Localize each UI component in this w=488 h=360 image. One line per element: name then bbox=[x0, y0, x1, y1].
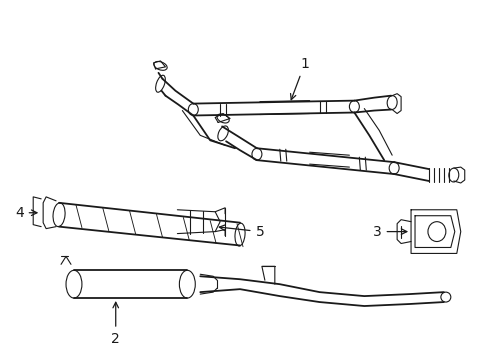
Text: 3: 3 bbox=[372, 225, 406, 239]
Text: 1: 1 bbox=[290, 57, 308, 100]
Text: 4: 4 bbox=[15, 206, 37, 220]
Text: 5: 5 bbox=[219, 225, 264, 239]
Text: 2: 2 bbox=[111, 302, 120, 346]
